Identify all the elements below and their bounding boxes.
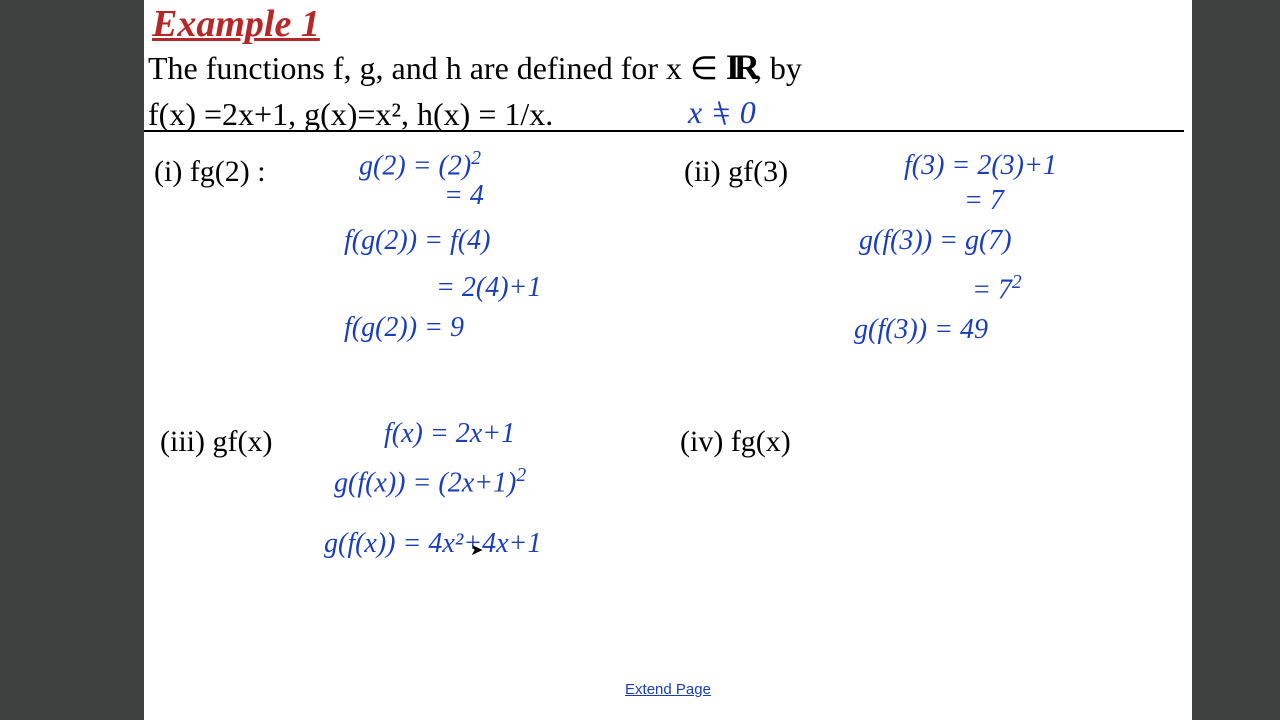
part-i-line5: f(g(2)) = 9 <box>344 312 464 344</box>
part-ii-line1: f(3) = 2(3)+1 <box>904 150 1057 182</box>
example-title: Example 1 <box>152 2 320 46</box>
part-i-label: (i) fg(2) : <box>154 155 266 189</box>
part-ii-l4-sup: 2 <box>1012 272 1022 293</box>
part-iii-line2: g(f(x)) = (2x+1)2 <box>334 465 526 499</box>
annotation-x-neq-0: x = 0 <box>688 90 756 135</box>
part-i-line4: = 2(4)+1 <box>436 272 541 304</box>
page-canvas: Example 1 The functions f, g, and h are … <box>144 0 1192 720</box>
part-ii-label: (ii) gf(3) <box>684 155 788 189</box>
part-ii-l4-text: = 7 <box>972 274 1012 305</box>
problem-line-1b: , by <box>754 50 802 86</box>
part-ii-line5: g(f(3)) = 49 <box>854 314 988 346</box>
part-i-line1: g(2) = (2)2 <box>359 148 481 182</box>
part-i-l1-text: g(2) = (2) <box>359 150 471 181</box>
problem-line-2: f(x) =2x+1, g(x)=x², h(x) = 1/x. <box>148 96 553 132</box>
ann-zero: 0 <box>740 94 756 130</box>
real-numbers-symbol: IR <box>726 47 754 87</box>
part-iii-line3: g(f(x)) = 4x²+4x+1 <box>324 528 541 560</box>
horizontal-rule <box>144 130 1184 132</box>
part-iii-l2-sup: 2 <box>516 465 526 486</box>
cursor-icon: ➤ <box>470 540 483 560</box>
part-ii-line4: = 72 <box>972 272 1022 306</box>
ann-x: x <box>688 94 702 130</box>
part-iv-label: (iv) fg(x) <box>680 425 791 459</box>
part-i-l1-sup: 2 <box>471 148 481 169</box>
part-ii-line2: = 7 <box>964 185 1004 217</box>
part-ii-line3: g(f(3)) = g(7) <box>859 225 1012 257</box>
part-i-line2: = 4 <box>444 180 484 212</box>
ann-neq: = <box>710 90 732 135</box>
problem-statement: The functions f, g, and h are defined fo… <box>148 42 802 137</box>
problem-line-1a: The functions f, g, and h are defined fo… <box>148 50 726 86</box>
part-iii-l2-text: g(f(x)) = (2x+1) <box>334 467 516 498</box>
part-iii-line1: f(x) = 2x+1 <box>384 418 515 450</box>
part-i-line3: f(g(2)) = f(4) <box>344 225 490 257</box>
extend-page-link[interactable]: Extend Page <box>625 681 711 698</box>
part-iii-label: (iii) gf(x) <box>160 425 272 459</box>
